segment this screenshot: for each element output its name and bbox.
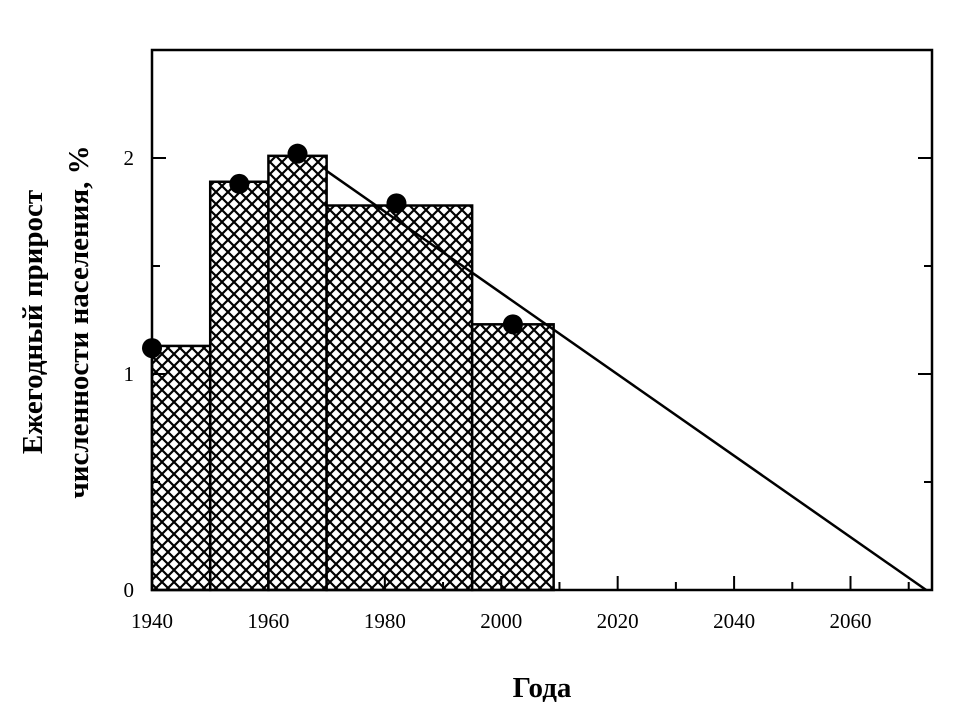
y-tick-label: 0 xyxy=(124,578,135,602)
y-axis-label: численности населения, % xyxy=(63,145,95,498)
data-point xyxy=(229,173,250,194)
data-point xyxy=(502,314,523,335)
bar xyxy=(267,154,328,592)
x-tick-label: 2000 xyxy=(480,609,522,633)
plot-frame xyxy=(150,48,934,592)
y-tick-label: 2 xyxy=(124,146,135,170)
x-tick-label: 1940 xyxy=(131,609,173,633)
trend-line xyxy=(325,169,927,592)
x-tick-label: 2020 xyxy=(597,609,639,633)
x-tick-label: 1960 xyxy=(247,609,289,633)
y-axis-label: Ежегодный прирост xyxy=(17,190,49,454)
y-tick-label: 1 xyxy=(124,362,135,386)
x-tick-label: 2060 xyxy=(830,609,872,633)
data-point xyxy=(386,193,407,214)
x-axis-label: Года xyxy=(513,672,572,704)
bar xyxy=(208,180,270,592)
data-point xyxy=(287,143,308,164)
x-tick-label: 1980 xyxy=(364,609,406,633)
bar xyxy=(470,323,555,592)
bar xyxy=(150,344,212,592)
bar xyxy=(325,204,474,592)
x-tick-label: 2040 xyxy=(713,609,755,633)
